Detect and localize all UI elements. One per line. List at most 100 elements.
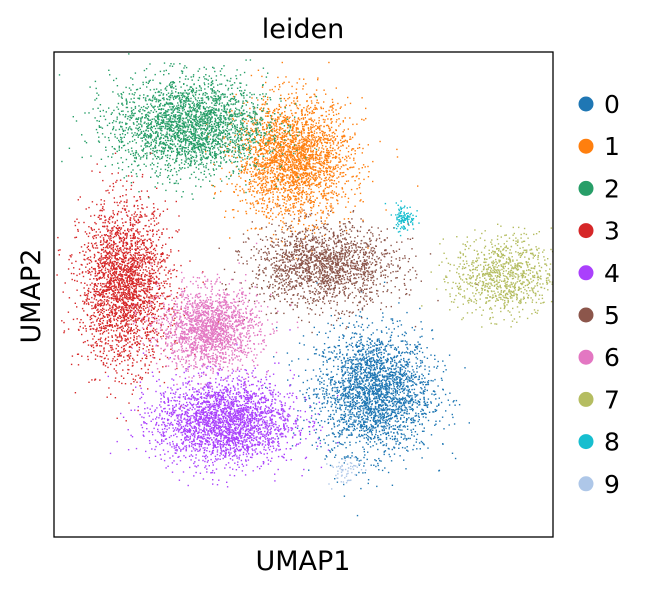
point xyxy=(273,127,275,130)
point xyxy=(302,393,304,396)
point xyxy=(371,403,373,406)
point xyxy=(300,206,302,209)
point xyxy=(344,414,346,416)
point xyxy=(383,414,385,417)
point xyxy=(339,172,342,174)
point xyxy=(378,378,380,381)
point xyxy=(263,107,265,109)
point xyxy=(251,118,253,120)
point xyxy=(402,414,404,416)
point xyxy=(387,354,389,356)
point xyxy=(304,182,307,184)
point xyxy=(438,469,441,472)
point xyxy=(313,388,315,391)
point xyxy=(348,417,351,419)
point xyxy=(304,151,306,153)
point xyxy=(383,352,385,354)
point xyxy=(360,316,363,318)
point xyxy=(339,107,341,109)
point xyxy=(380,417,382,419)
point xyxy=(301,176,303,179)
point xyxy=(333,180,336,182)
point xyxy=(289,182,291,184)
point xyxy=(372,377,374,380)
point xyxy=(236,183,238,186)
point xyxy=(366,399,368,402)
point xyxy=(253,157,256,160)
point xyxy=(372,373,374,375)
point xyxy=(392,409,395,411)
point xyxy=(304,172,306,174)
point xyxy=(291,159,293,161)
point xyxy=(338,161,340,163)
point xyxy=(330,380,332,382)
point xyxy=(400,402,402,404)
point xyxy=(340,106,342,108)
point xyxy=(381,408,383,411)
point xyxy=(349,381,351,383)
point xyxy=(382,379,384,381)
point xyxy=(378,383,380,385)
point xyxy=(427,380,430,382)
point xyxy=(288,150,290,152)
point xyxy=(326,385,329,387)
point xyxy=(375,384,377,387)
point xyxy=(300,173,303,175)
point xyxy=(370,464,372,466)
point xyxy=(266,125,268,127)
point xyxy=(394,347,396,349)
point xyxy=(319,157,321,159)
point xyxy=(289,145,291,148)
point xyxy=(398,302,400,304)
point xyxy=(335,152,337,154)
point xyxy=(390,412,393,415)
point xyxy=(328,151,331,153)
point xyxy=(293,150,295,153)
cluster-1-points xyxy=(205,61,419,260)
point xyxy=(406,446,408,448)
point xyxy=(333,394,335,397)
point xyxy=(275,136,278,138)
point xyxy=(285,99,287,102)
point xyxy=(355,419,357,421)
point xyxy=(399,376,401,379)
point xyxy=(367,385,370,387)
point xyxy=(374,435,376,438)
point xyxy=(394,412,396,414)
point xyxy=(399,442,401,444)
point xyxy=(372,410,374,413)
point xyxy=(315,159,317,161)
point xyxy=(370,411,372,413)
point xyxy=(257,183,259,186)
point xyxy=(437,385,439,387)
point xyxy=(374,367,376,369)
point xyxy=(281,121,283,123)
point xyxy=(325,199,328,201)
point xyxy=(335,129,337,132)
point xyxy=(309,164,311,166)
point xyxy=(383,413,385,415)
point xyxy=(410,398,412,401)
point xyxy=(298,182,301,185)
point xyxy=(289,198,292,201)
point xyxy=(321,142,323,145)
point xyxy=(331,132,334,134)
point xyxy=(265,150,268,152)
point xyxy=(362,417,365,420)
point xyxy=(366,435,369,437)
point xyxy=(375,347,378,349)
point xyxy=(300,145,303,148)
point xyxy=(323,162,325,164)
point xyxy=(310,166,312,169)
point xyxy=(356,359,358,361)
point xyxy=(294,162,296,164)
point xyxy=(379,394,381,397)
point xyxy=(350,359,352,361)
point xyxy=(380,380,382,383)
point xyxy=(389,375,391,377)
point xyxy=(390,318,392,320)
point xyxy=(300,164,302,166)
point xyxy=(377,411,380,414)
point xyxy=(364,386,367,388)
point xyxy=(368,403,370,405)
